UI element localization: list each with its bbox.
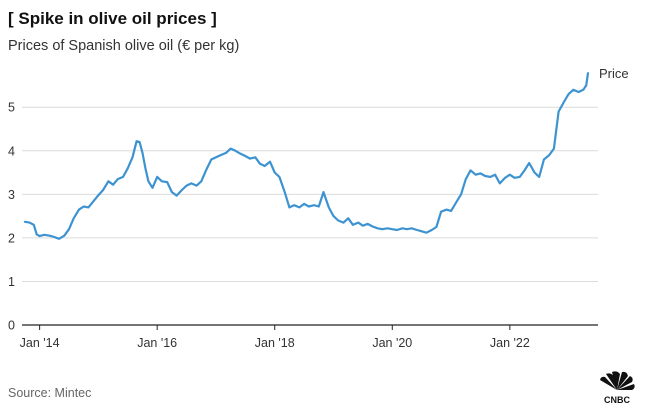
- y-tick-label: 3: [8, 188, 15, 202]
- y-tick-label: 0: [8, 319, 15, 333]
- y-axis-ticks: 0 1 2 3 4 5: [8, 101, 15, 333]
- series-line: [23, 72, 590, 240]
- logo-wordmark: CNBC: [604, 395, 630, 405]
- cnbc-logo: CNBC: [600, 371, 635, 405]
- series-label: Price: [599, 66, 629, 81]
- y-tick-label: 5: [8, 101, 15, 115]
- x-axis-ticks: Jan '14 Jan '16 Jan '18 Jan '20 Jan '22: [20, 325, 530, 350]
- x-tick-label: Jan '22: [490, 336, 530, 350]
- y-tick-label: 2: [8, 231, 15, 245]
- x-tick-label: Jan '14: [20, 336, 60, 350]
- x-tick-label: Jan '18: [255, 336, 295, 350]
- source-note: Source: Mintec: [8, 386, 92, 400]
- series-layer: Price: [23, 66, 629, 240]
- x-tick-label: Jan '20: [372, 336, 412, 350]
- y-tick-label: 4: [8, 144, 15, 158]
- chart-title: [ Spike in olive oil prices ]: [8, 9, 217, 28]
- x-tick-label: Jan '16: [137, 336, 177, 350]
- cnbc-peacock-logo-icon: [600, 371, 635, 390]
- y-tick-label: 1: [8, 275, 15, 289]
- chart-subtitle: Prices of Spanish olive oil (€ per kg): [8, 38, 240, 54]
- grid-lines: [22, 106, 598, 326]
